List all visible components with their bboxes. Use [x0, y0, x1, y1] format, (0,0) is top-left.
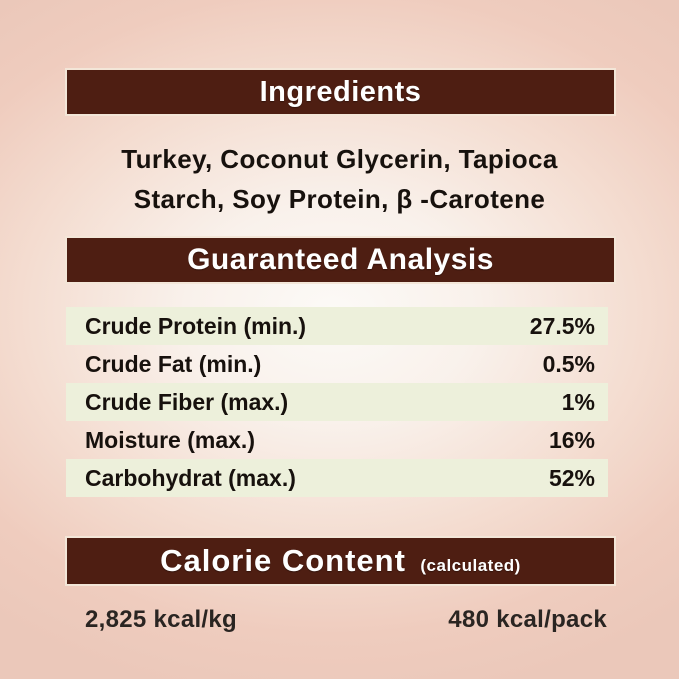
nutrient-value: 0.5% — [542, 350, 595, 377]
nutrient-value: 16% — [548, 426, 595, 453]
calorie-content-qualifier: (calculated) — [420, 556, 521, 575]
nutrient-label: Carbohydrat (max.) — [85, 464, 296, 491]
calorie-content-section-header: Calorie Content (calculated) — [65, 536, 616, 586]
table-row: Crude Protein (min.) 27.5% — [66, 307, 608, 345]
table-row: Crude Fiber (max.) 1% — [66, 383, 608, 421]
nutrient-value: 1% — [561, 388, 595, 415]
table-row: Crude Fat (min.) 0.5% — [66, 345, 608, 383]
table-row: Carbohydrat (max.) 52% — [66, 459, 608, 497]
calories-per-kg: 2,825 kcal/kg — [85, 606, 238, 633]
guaranteed-analysis-section-header: Guaranteed Analysis — [65, 236, 616, 284]
nutrient-label: Crude Fat (min.) — [85, 350, 262, 377]
nutrient-value: 52% — [548, 464, 595, 491]
nutrient-label: Crude Protein (min.) — [85, 312, 307, 339]
calorie-content-title: Calorie Content — [160, 543, 406, 578]
ingredients-line-2: Starch, Soy Protein, β -Carotene — [133, 184, 546, 214]
table-row: Moisture (max.) 16% — [66, 421, 608, 459]
nutrient-value: 27.5% — [529, 312, 595, 339]
nutrient-label: Moisture (max.) — [85, 426, 255, 453]
ingredients-line-1: Turkey, Coconut Glycerin, Tapioca — [121, 144, 558, 174]
nutrient-label: Crude Fiber (max.) — [85, 388, 289, 415]
guaranteed-analysis-table: Crude Protein (min.) 27.5% Crude Fat (mi… — [66, 307, 608, 497]
ingredients-text: Turkey, Coconut Glycerin, Tapioca Starch… — [0, 139, 679, 219]
calories-per-pack: 480 kcal/pack — [448, 606, 607, 633]
calorie-values-row: 2,825 kcal/kg 480 kcal/pack — [65, 600, 612, 640]
ingredients-section-header: Ingredients — [65, 68, 616, 116]
